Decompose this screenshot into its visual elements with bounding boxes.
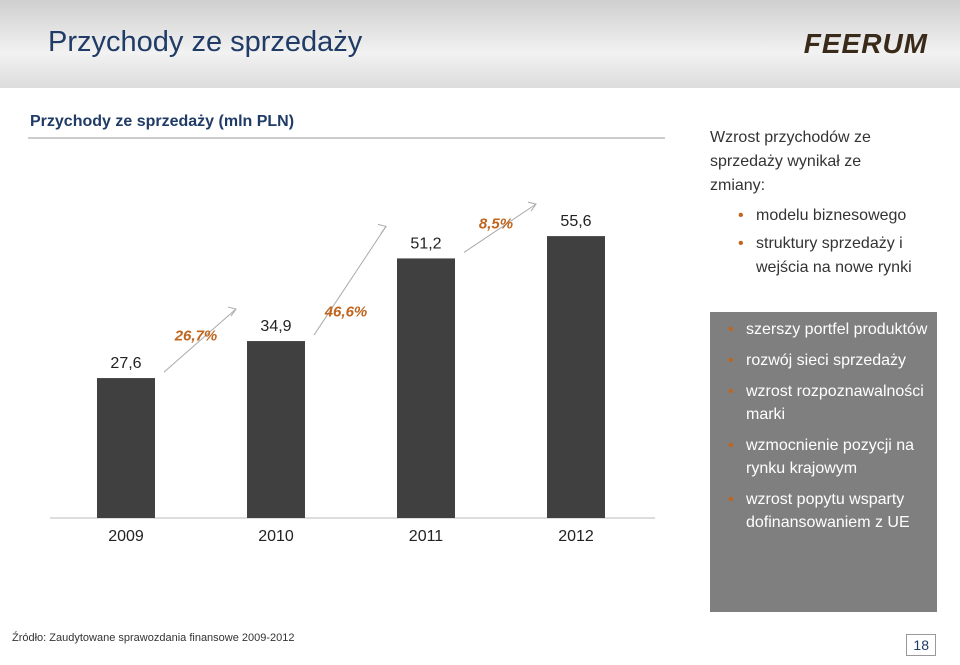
value-label: 51,2 — [410, 235, 441, 252]
growth-label: 8,5% — [479, 215, 513, 232]
value-label: 55,6 — [560, 213, 591, 230]
bullet: wzmocnienie pozycji na rynku krajowym — [728, 434, 929, 480]
bar — [547, 236, 605, 518]
arrow-head — [527, 201, 537, 212]
box-list: szerszy portfel produktów rozwój sieci sp… — [728, 318, 929, 534]
x-tick-label: 2009 — [108, 528, 144, 545]
growth-arrow — [463, 203, 537, 253]
x-tick-label: 2011 — [409, 528, 444, 545]
bullet-list: modelu biznesowego struktury sprzedaży i … — [738, 204, 918, 284]
intro-text: Wzrost przychodów ze sprzedaży wynikał z… — [710, 129, 871, 194]
bullet: rozwój sieci sprzedaży — [728, 349, 929, 372]
value-label: 27,6 — [110, 355, 141, 372]
growth-arrow — [163, 308, 237, 373]
bullet: szerszy portfel produktów — [728, 318, 929, 341]
value-label: 34,9 — [260, 318, 291, 335]
highlight-box: szerszy portfel produktów rozwój sieci sp… — [710, 312, 937, 612]
bar — [97, 378, 155, 518]
bar — [397, 258, 455, 518]
bullet: wzrost popytu wsparty dofinansowaniem z … — [728, 488, 929, 534]
bar — [247, 341, 305, 518]
header-bar — [0, 0, 960, 88]
x-tick-label: 2012 — [558, 528, 594, 545]
source-note: Źródło: Zaudytowane sprawozdania finanso… — [12, 632, 295, 644]
growth-label: 26,7% — [174, 328, 218, 345]
chart-title: Przychody ze sprzedaży (mln PLN) — [30, 113, 295, 130]
page-number: 18 — [906, 634, 936, 656]
growth-label: 46,6% — [324, 304, 368, 321]
logo: FEERUM — [803, 28, 928, 59]
growth-arrow — [313, 226, 387, 336]
bullet: struktury sprzedaży i wejścia na nowe ry… — [738, 232, 918, 280]
x-tick-label: 2010 — [258, 528, 294, 545]
bullet: modelu biznesowego — [738, 204, 918, 228]
chart: 27,6 2009 34,9 2010 51,2 2011 55,6 2012 26,7% 46,… — [28, 137, 665, 545]
arrow-head — [377, 223, 387, 234]
arrow-head — [227, 306, 237, 317]
bullet: wzrost rozpoznawalności marki — [728, 380, 929, 426]
slide-title: Przychody ze sprzedaży — [48, 26, 363, 58]
